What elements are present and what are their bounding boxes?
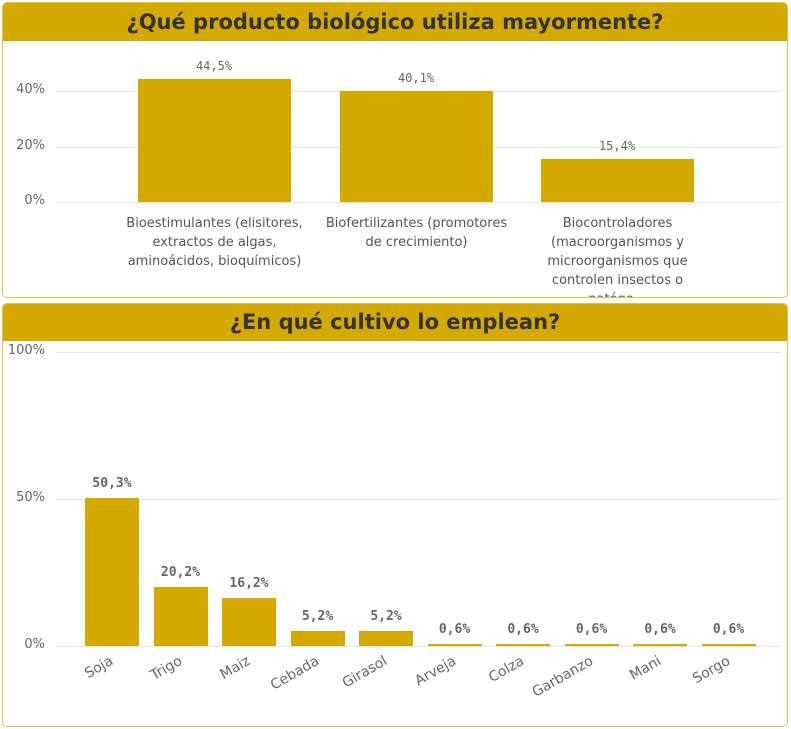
bar: [290, 630, 345, 646]
bar: [427, 644, 482, 646]
y-tick-label: 0%: [24, 637, 45, 652]
bar: [541, 159, 694, 202]
chart-title: ¿Qué producto biológico utiliza mayormen…: [3, 3, 787, 41]
data-label: 0,6%: [507, 622, 539, 638]
data-label: 0,6%: [644, 622, 676, 638]
bar: [359, 630, 413, 646]
bar: [340, 90, 493, 202]
y-tick-label: 40%: [16, 82, 45, 97]
bar: [496, 644, 550, 646]
bar: [701, 644, 756, 646]
y-tick-label: 100%: [7, 343, 45, 358]
bar: [153, 586, 208, 646]
data-label: 0,6%: [575, 622, 608, 638]
bar: [222, 598, 276, 646]
crop-chart-panel: ¿En qué cultivo lo emplean? 0% 50% 100% 50,…: [2, 303, 788, 727]
x-category-label: Bioestimulantes (elisitores, extractos d…: [126, 216, 303, 269]
data-label: 50,3%: [92, 476, 132, 492]
x-category-label: Biocontroladores (macroorganismos y micr…: [547, 216, 688, 297]
y-tick-label: 0%: [24, 193, 45, 208]
gridline: [56, 646, 781, 647]
data-label: 16,2%: [229, 576, 269, 592]
data-label: 0,6%: [712, 622, 745, 638]
bar: [138, 78, 291, 202]
gridline: [56, 352, 781, 353]
product-chart-panel: ¿Qué producto biológico utiliza mayormen…: [2, 2, 788, 298]
bar: [85, 498, 139, 646]
y-tick-label: 20%: [16, 137, 45, 153]
data-label: 40,1%: [397, 70, 435, 85]
data-label: 15,4%: [598, 139, 636, 154]
bar: [633, 644, 687, 646]
y-tick-label: 50%: [16, 490, 45, 505]
data-label: 5,2%: [301, 608, 334, 624]
gridline: [56, 499, 781, 500]
data-label: 0,6%: [438, 622, 471, 638]
data-label: 44,5%: [195, 58, 233, 73]
x-category-label: Biofertilizantes (promotores de crecimie…: [325, 216, 508, 250]
data-label: 20,2%: [160, 564, 201, 580]
data-label: 5,2%: [370, 608, 402, 624]
chart-title: ¿En qué cultivo lo emplean?: [3, 304, 787, 341]
bar: [564, 644, 619, 646]
gridline: [56, 202, 781, 203]
